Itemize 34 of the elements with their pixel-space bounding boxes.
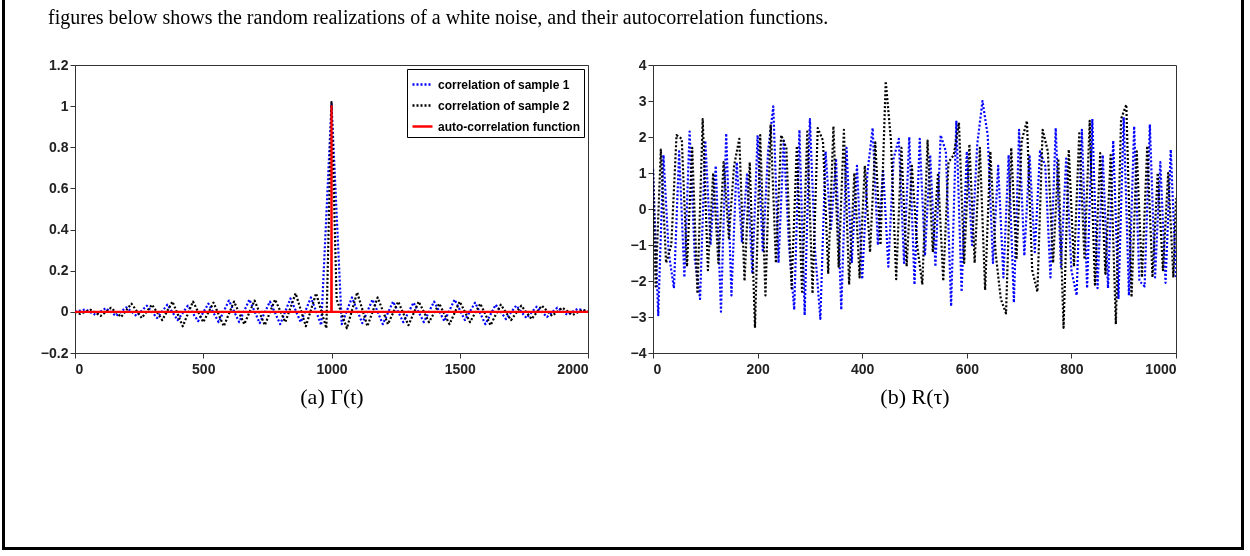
x-tick-label: 400 [851,360,875,377]
y-tick-label: −2 [630,272,647,289]
x-tick-label: 1500 [444,360,477,377]
x-tick-label: 800 [1060,360,1084,377]
y-tick-label: 0 [60,303,69,320]
y-tick-label: −0.2 [40,344,69,361]
y-tick-label: 0 [638,200,647,217]
x-axis-title: (b) R(τ) [880,383,950,409]
y-tick-label: −3 [630,308,647,325]
y-tick-label: 1.2 [49,56,69,73]
y-tick-label: 4 [638,56,647,73]
x-tick-label: 1000 [316,360,348,377]
y-tick-label: −4 [630,344,647,361]
x-tick-label: 1000 [1145,360,1177,377]
legend-label: correlation of sample 2 [438,98,570,113]
y-tick-label: 3 [638,92,647,109]
legend-label: auto-correlation function [438,119,580,134]
y-tick-label: 1 [60,97,69,114]
y-tick-label: 1 [638,164,647,181]
x-tick-label: 500 [192,360,216,377]
y-tick-label: 2 [638,128,647,145]
x-tick-label: 0 [653,360,662,377]
y-tick-label: −1 [630,236,647,253]
y-tick-label: 0.4 [49,221,69,238]
x-tick-label: 2000 [557,360,589,377]
x-tick-label: 0 [75,360,84,377]
y-tick-label: 0.2 [49,262,69,279]
x-tick-label: 200 [746,360,770,377]
x-axis-title: (a) Γ(t) [300,383,364,409]
y-tick-label: 0.8 [49,138,69,155]
text: figures below shows the random realizations of a white noise, and their autocorrelation functions. [48,6,829,29]
legend-label: correlation of sample 1 [438,77,570,92]
x-tick-label: 600 [955,360,980,377]
y-tick-label: 0.6 [49,179,69,196]
